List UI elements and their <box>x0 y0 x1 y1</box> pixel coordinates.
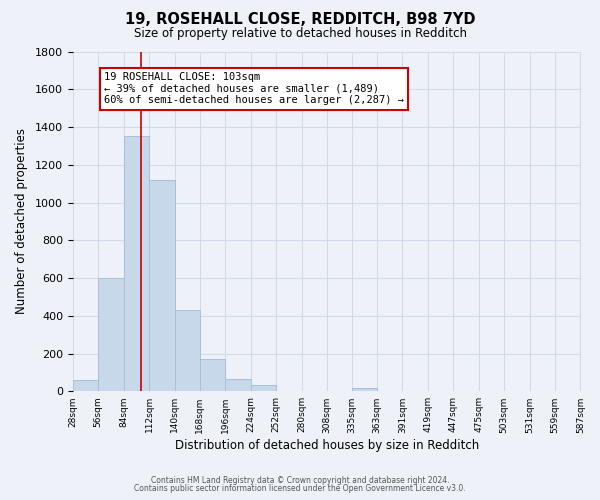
Bar <box>98 278 124 392</box>
Text: 19, ROSEHALL CLOSE, REDDITCH, B98 7YD: 19, ROSEHALL CLOSE, REDDITCH, B98 7YD <box>125 12 475 28</box>
Bar <box>124 136 149 392</box>
Y-axis label: Number of detached properties: Number of detached properties <box>15 128 28 314</box>
Text: Size of property relative to detached houses in Redditch: Size of property relative to detached ho… <box>133 28 467 40</box>
Bar <box>149 180 175 392</box>
Bar <box>251 384 276 392</box>
X-axis label: Distribution of detached houses by size in Redditch: Distribution of detached houses by size … <box>175 440 479 452</box>
Bar <box>175 310 200 392</box>
Text: Contains public sector information licensed under the Open Government Licence v3: Contains public sector information licen… <box>134 484 466 493</box>
Bar <box>226 379 251 392</box>
Bar <box>352 388 377 392</box>
Text: 19 ROSEHALL CLOSE: 103sqm
← 39% of detached houses are smaller (1,489)
60% of se: 19 ROSEHALL CLOSE: 103sqm ← 39% of detac… <box>104 72 404 106</box>
Text: Contains HM Land Registry data © Crown copyright and database right 2024.: Contains HM Land Registry data © Crown c… <box>151 476 449 485</box>
Bar <box>73 380 98 392</box>
Bar <box>200 359 226 392</box>
